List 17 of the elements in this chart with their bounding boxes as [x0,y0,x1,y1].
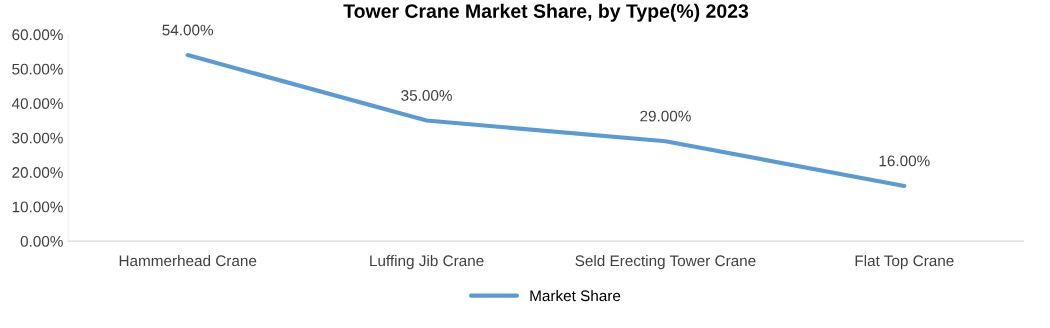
y-tick-label: 20.00% [12,167,63,178]
y-tick-label: 40.00% [11,98,63,110]
y-tick-label: 10.00% [12,201,63,213]
x-tick-label: Luffing Jib Crane [370,254,484,270]
x-tick-label: Flat Top Crane [855,254,954,270]
chart-title: Tower Crane Market Share, by Type(%) 2023 [343,3,749,22]
y-tick-label: 50.00% [12,63,63,75]
x-tick-label: Seld Erecting Tower Crane [575,254,756,270]
y-tick-label: 0.00% [20,235,63,247]
data-label: 54.00% [162,24,214,36]
legend-label: Market Share [530,289,621,302]
y-tick-label: 60.00% [12,29,63,41]
x-tick-label: Hammerhead Crane [119,254,257,267]
y-tick-label: 30.00% [12,132,63,144]
data-label: 35.00% [401,90,452,101]
data-label: 29.00% [640,110,691,122]
data-label: 16.00% [879,155,930,167]
